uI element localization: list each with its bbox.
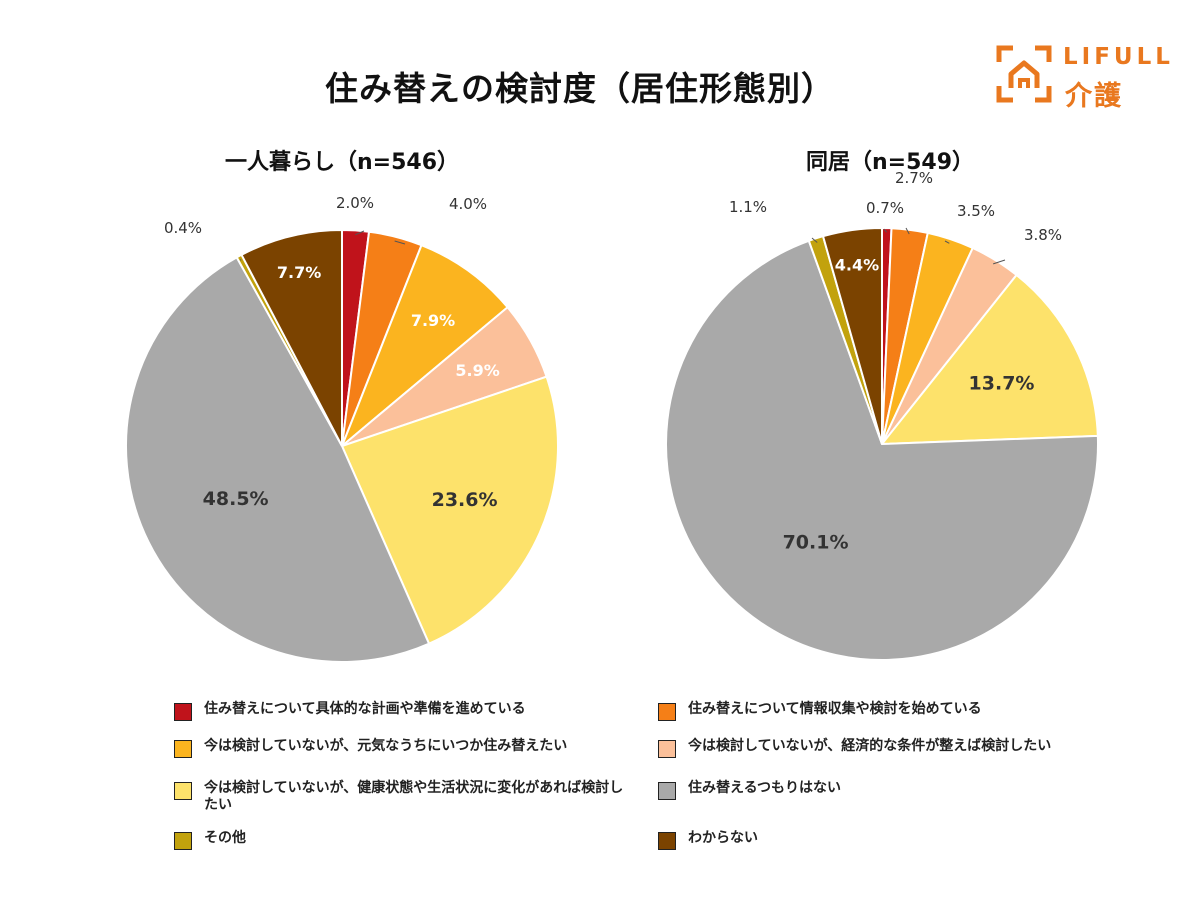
logo-subtitle: 介護 (1065, 81, 1123, 112)
data-label: 1.1% (729, 198, 767, 216)
data-label: 0.4% (164, 219, 202, 237)
chart-title-single: 一人暮らし（n=546） (225, 150, 460, 175)
pie-0: 2.0% 4.0% 7.9% 5.9% 23.6% 48.5% 0.4% 7.7% (125, 194, 559, 663)
leader-line (905, 227, 910, 235)
data-label: 48.5% (203, 488, 269, 510)
data-label: 23.6% (432, 489, 498, 511)
leader-line (811, 237, 818, 243)
chart-title-cohabiting: 同居（n=549） (806, 150, 975, 175)
leader-line (355, 230, 365, 236)
data-label: 13.7% (969, 373, 1035, 395)
leader-line (993, 259, 1006, 265)
data-label: 3.5% (957, 202, 995, 220)
pie-slice (340, 375, 559, 646)
pie-slice (240, 228, 343, 447)
data-label: 70.1% (783, 531, 849, 553)
data-label: 5.9% (455, 361, 499, 380)
pie-slice (821, 226, 883, 445)
data-label: 7.7% (277, 263, 321, 282)
data-label: 7.9% (411, 311, 455, 330)
leader-line (944, 240, 950, 244)
pie-slice (665, 239, 1099, 661)
data-label: 4.0% (449, 195, 487, 213)
data-label: 3.8% (1024, 226, 1062, 244)
pie-slice (125, 256, 431, 663)
pie-slice (879, 273, 1099, 446)
chart-main-title: 住み替えの検討度（居住形態別） (325, 69, 835, 108)
lifull-kaigo-logo: LIFULL 介護 (995, 44, 1175, 112)
data-label: 0.7% (866, 199, 904, 217)
data-label: 4.4% (835, 255, 879, 274)
leader-line (394, 240, 406, 245)
logo-wordmark: LIFULL (1063, 44, 1174, 70)
pie-slice (341, 243, 509, 447)
leader-line (883, 228, 888, 233)
pie-1: 0.7% 2.7% 3.5% 3.8% 13.7% 70.1% 1.1% 4.4% (665, 169, 1099, 661)
data-label: 2.0% (336, 194, 374, 212)
house-logo-icon (996, 45, 1052, 103)
data-label: 2.7% (895, 169, 933, 187)
